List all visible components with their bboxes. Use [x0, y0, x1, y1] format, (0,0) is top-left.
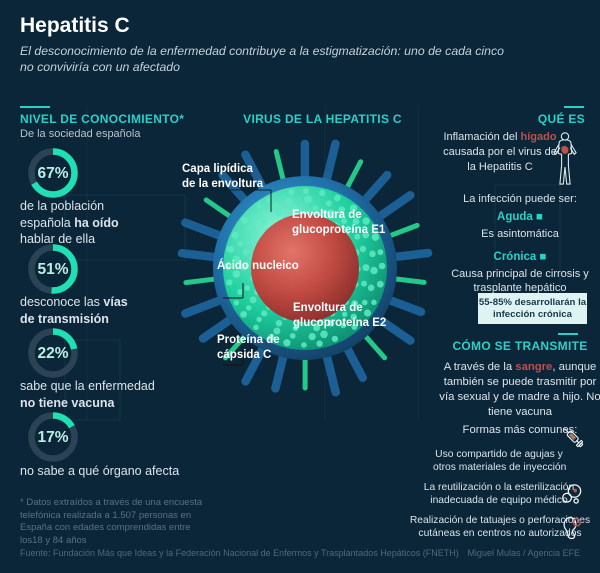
svg-text:67%: 67% — [37, 165, 68, 182]
svg-text:17%: 17% — [37, 429, 68, 446]
svg-text:51%: 51% — [37, 261, 68, 278]
svg-text:22%: 22% — [37, 345, 68, 362]
